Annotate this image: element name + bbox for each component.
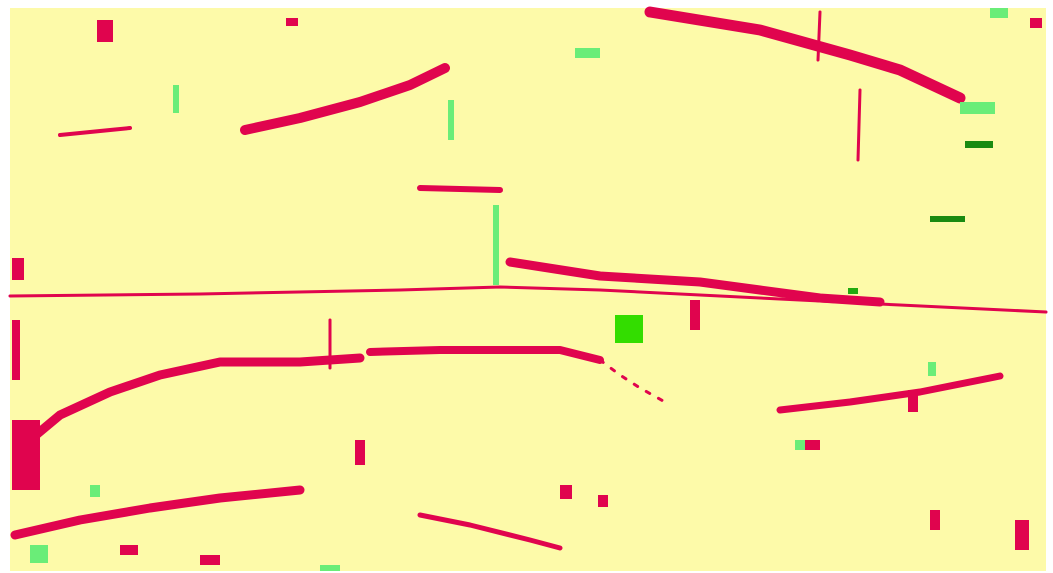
blob (120, 545, 138, 555)
blob (1030, 18, 1042, 28)
green-strip (493, 205, 499, 285)
green-patch (615, 315, 643, 343)
blob (97, 20, 113, 42)
dark-green-patch (930, 216, 965, 222)
blob (598, 495, 608, 507)
streak (420, 188, 500, 190)
blob (355, 440, 365, 465)
blob (286, 18, 298, 26)
blob (560, 485, 572, 499)
blob (200, 555, 220, 565)
green-patch (575, 48, 600, 58)
green-patch (795, 440, 805, 450)
dark-green-patch (965, 141, 993, 148)
blob (12, 420, 40, 490)
green-patch (928, 362, 936, 376)
blob (1015, 520, 1029, 550)
map-background (10, 8, 1046, 571)
blob (12, 258, 24, 280)
blob (12, 320, 20, 380)
green-patch (90, 485, 100, 497)
map (0, 0, 1053, 573)
green-patch (30, 545, 48, 563)
page (0, 0, 1053, 573)
green-patch (960, 102, 995, 114)
green-strip (173, 85, 179, 113)
streak (858, 90, 860, 160)
green-strip (448, 100, 454, 140)
dark-green-patch (848, 288, 858, 294)
blob (930, 510, 940, 530)
streak (818, 12, 820, 60)
blob (908, 390, 918, 412)
green-patch (990, 8, 1008, 18)
green-patch (320, 565, 340, 571)
blob (690, 300, 700, 330)
